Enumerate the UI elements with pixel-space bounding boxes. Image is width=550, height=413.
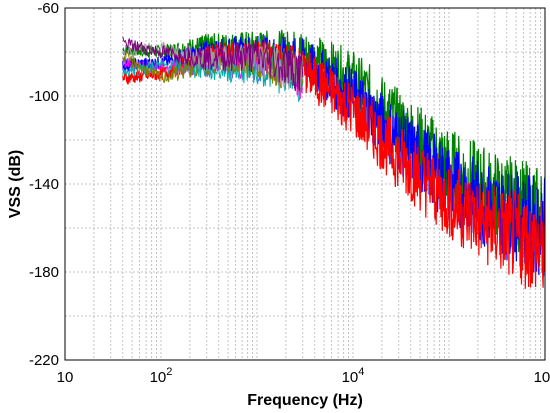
y-tick-label: -60	[37, 0, 59, 17]
series-layer	[122, 29, 545, 289]
y-tick-label: -100	[29, 88, 59, 105]
x-axis-label: Frequency (Hz)	[247, 392, 363, 409]
x-tick-label: 104	[342, 366, 365, 386]
y-axis-label: VSS (dB)	[7, 150, 24, 218]
series-line	[122, 36, 304, 92]
x-tick-labels: 10 102 104 106	[57, 366, 550, 386]
y-tick-labels: -60 -100 -140 -180 -220	[29, 0, 59, 369]
x-tick-label: 106	[534, 366, 550, 386]
plot-frame	[64, 7, 546, 361]
x-tick-label: 10	[57, 369, 74, 386]
y-tick-label: -220	[29, 352, 59, 369]
x-tick-label: 102	[150, 366, 173, 386]
series-line	[122, 41, 304, 90]
y-tick-label: -140	[29, 176, 59, 193]
y-tick-label: -180	[29, 264, 59, 281]
